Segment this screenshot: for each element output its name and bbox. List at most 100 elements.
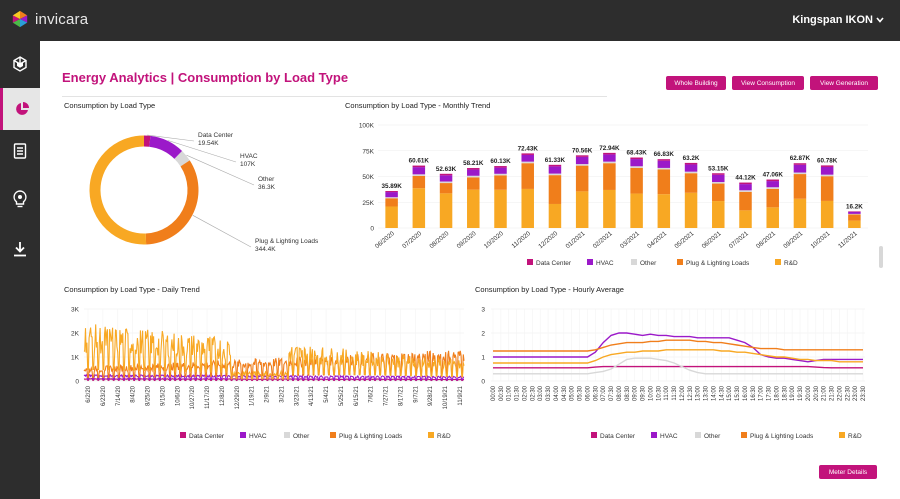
- lightbulb-gear-icon: [13, 190, 27, 208]
- bar-segment-other: [412, 174, 426, 176]
- bar-segment-plug-lighting-loads: [657, 169, 671, 195]
- bar-segment-other: [657, 167, 671, 170]
- scrollbar[interactable]: [879, 246, 883, 268]
- account-menu[interactable]: Kingspan IKON: [792, 14, 884, 26]
- view-consumption-button[interactable]: View Consumption: [732, 76, 804, 90]
- x-tick-label: 7/6/21: [369, 385, 375, 402]
- x-tick-label: 14:00: [711, 385, 717, 401]
- bar-segment-hvac: [603, 154, 616, 162]
- x-tick-label: 23:00: [853, 385, 859, 401]
- x-tick-label: 07:30: [609, 385, 615, 401]
- main-content: Energy Analytics | Consumption by Load T…: [40, 41, 900, 499]
- bar-total-label: 35.89K: [381, 183, 402, 190]
- x-tick-label: 10/2020: [483, 230, 505, 250]
- bar-total-label: 44.12K: [735, 175, 756, 182]
- x-tick-label: 1/19/21: [250, 385, 256, 406]
- bar-segment-r-d: [494, 189, 507, 228]
- legend-swatch-r-d: [775, 259, 781, 265]
- bar-total-label: 60.61K: [409, 158, 430, 165]
- bar-segment-data-center: [467, 168, 480, 170]
- x-tick-label: 06/2021: [701, 230, 723, 250]
- series-line-data-center: [493, 365, 863, 369]
- donut-slice-hvac: [148, 135, 183, 160]
- bar-segment-other: [439, 181, 453, 184]
- sidebar-item-insights[interactable]: [0, 178, 40, 220]
- bar-segment-other: [684, 171, 698, 174]
- x-tick-label: 10/27/20: [190, 385, 196, 409]
- cube-icon: [13, 56, 27, 72]
- series-line-r-d: [83, 324, 465, 380]
- legend-label: Data Center: [536, 260, 572, 267]
- sidebar-item-model[interactable]: [0, 43, 40, 85]
- x-tick-label: 8/25/20: [146, 385, 152, 406]
- bar-segment-r-d: [575, 191, 589, 228]
- bar-segment-plug-lighting-loads: [494, 175, 507, 190]
- bar-total-label: 52.63K: [436, 166, 457, 173]
- x-tick-label: 16:00: [743, 385, 749, 401]
- legend-swatch-data-center: [527, 259, 533, 265]
- x-tick-label: 14:30: [719, 385, 725, 401]
- bar-segment-hvac: [793, 164, 807, 173]
- bar-segment-other: [766, 187, 779, 189]
- legend-swatch-data-center: [591, 432, 597, 438]
- x-tick-label: 18:00: [774, 385, 780, 401]
- bar-segment-r-d: [848, 220, 861, 228]
- bar-segment-other: [820, 174, 834, 177]
- x-tick-label: 01:30: [515, 385, 521, 401]
- bar-segment-plug-lighting-loads: [521, 163, 534, 189]
- donut-label-name: HVAC: [240, 153, 258, 160]
- x-tick-label: 4/13/21: [309, 385, 315, 406]
- bar-segment-plug-lighting-loads: [412, 175, 426, 189]
- bar-total-label: 60.13K: [490, 158, 511, 165]
- bar-segment-data-center: [739, 182, 752, 185]
- bar-total-label: 58.21K: [463, 160, 484, 167]
- bar-segment-data-center: [766, 179, 779, 182]
- y-tick-label: 3K: [71, 307, 80, 314]
- y-tick-label: 3: [481, 307, 485, 314]
- bar-segment-r-d: [820, 200, 834, 228]
- sidebar-item-reports[interactable]: [0, 130, 40, 172]
- legend-label: Other: [293, 433, 310, 440]
- meter-details-button[interactable]: Meter Details: [819, 465, 877, 479]
- legend-label: Plug & Lighting Loads: [686, 260, 750, 267]
- y-tick-label: 75K: [362, 148, 374, 155]
- bar-segment-data-center: [684, 162, 698, 165]
- view-generation-button[interactable]: View Generation: [810, 76, 878, 90]
- bar-segment-hvac: [467, 169, 480, 176]
- legend-swatch-other: [695, 432, 701, 438]
- x-tick-label: 6/2/20: [86, 385, 92, 402]
- x-tick-label: 10/6/20: [175, 385, 181, 406]
- donut-chart-title: Consumption by Load Type: [64, 101, 156, 110]
- bar-segment-data-center: [657, 159, 671, 161]
- donut-slice-other: [174, 151, 190, 167]
- bar-segment-plug-lighting-loads: [385, 198, 398, 207]
- donut-slice-plug-lighting-loads: [145, 160, 199, 245]
- x-tick-label: 13:00: [696, 385, 702, 401]
- donut-leader-line: [147, 134, 195, 142]
- sidebar-item-analytics[interactable]: [0, 88, 40, 130]
- bar-segment-other: [385, 197, 398, 199]
- sidebar-item-download[interactable]: [0, 228, 40, 270]
- whole-building-button[interactable]: Whole Building: [666, 76, 726, 90]
- x-tick-label: 9/28/21: [428, 385, 434, 406]
- x-tick-label: 09:30: [641, 385, 647, 401]
- legend-swatch-r-d: [839, 432, 845, 438]
- bar-segment-plug-lighting-loads: [793, 174, 807, 199]
- legend-swatch-other: [284, 432, 290, 438]
- bar-total-label: 61.33K: [545, 157, 566, 164]
- x-tick-label: 22:30: [845, 385, 851, 401]
- logo[interactable]: invicara: [11, 10, 88, 28]
- legend-label: Data Center: [189, 433, 225, 440]
- x-tick-label: 09/2021: [782, 230, 804, 250]
- bar-segment-hvac: [521, 154, 534, 162]
- y-tick-label: 2: [481, 331, 485, 338]
- bar-segment-plug-lighting-loads: [766, 188, 779, 208]
- bar-total-label: 63.2K: [683, 155, 700, 162]
- y-tick-label: 25K: [362, 200, 374, 207]
- series-line-plug-lighting-loads: [493, 339, 863, 352]
- bar-total-label: 62.87K: [790, 155, 811, 162]
- x-tick-label: 18:30: [782, 385, 788, 401]
- x-tick-label: 16:30: [751, 385, 757, 401]
- bar-segment-r-d: [684, 192, 698, 228]
